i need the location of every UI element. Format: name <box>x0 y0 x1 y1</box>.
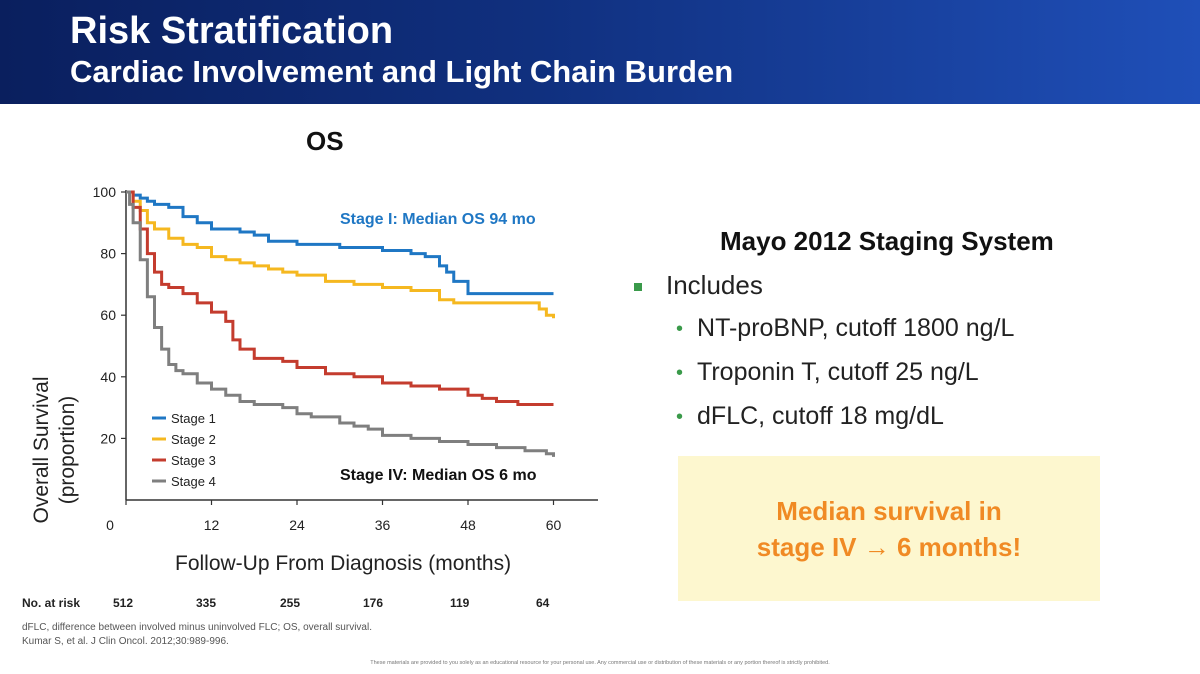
y-tick-label: 100 <box>93 184 117 200</box>
risk-value: 512 <box>113 596 134 610</box>
risk-value: 176 <box>363 596 384 610</box>
x-tick-label: 0 <box>106 517 114 533</box>
slide-header: Risk Stratification Cardiac Involvement … <box>0 0 1200 104</box>
sub-bullet: • Troponin T, cutoff 25 ng/L <box>676 358 979 387</box>
legend-label: Stage 4 <box>171 474 216 489</box>
dot-bullet-icon: • <box>676 405 684 428</box>
square-bullet-icon <box>634 283 642 292</box>
risk-table-label: No. at risk <box>22 596 81 610</box>
series-line-stage-1 <box>126 190 554 296</box>
risk-value: 335 <box>196 596 217 610</box>
callout-line: Median survival in <box>776 495 1002 526</box>
risk-table: No. at risk 512 335 255 176 119 64 <box>0 596 600 616</box>
chart-title: OS <box>306 126 344 156</box>
dot-bullet-icon: • <box>676 317 684 340</box>
disclaimer: These materials are provided to you sole… <box>370 660 830 666</box>
chart-axes: 0 12 24 36 48 60 20 40 60 80 100 <box>93 184 598 533</box>
sub-bullet: • dFLC, cutoff 18 mg/dL <box>676 402 944 431</box>
legend-label: Stage 2 <box>171 432 216 447</box>
annotation-stage4: Stage IV: Median OS 6 mo <box>340 467 537 484</box>
y-axis-sublabel: (proportion) <box>56 396 79 505</box>
slide-title: Risk Stratification <box>70 10 394 52</box>
y-tick-label: 80 <box>100 246 116 262</box>
y-tick-label: 40 <box>100 369 116 385</box>
series-line-stage-3 <box>126 190 554 407</box>
dot-bullet-icon: • <box>676 361 684 384</box>
sub-bullet-text: dFLC, cutoff 18 mg/dL <box>697 402 944 430</box>
callout-box: Median survival in stage IV → 6 months! <box>678 456 1100 601</box>
bullet-text: Includes <box>666 270 763 300</box>
x-tick-label: 36 <box>375 517 391 533</box>
risk-value: 255 <box>280 596 301 610</box>
series-line-stage-4 <box>126 190 555 457</box>
x-tick-label: 48 <box>460 517 476 533</box>
x-tick-label: 60 <box>546 517 562 533</box>
series-line-stage-2 <box>126 190 555 319</box>
x-tick-label: 24 <box>289 517 305 533</box>
callout-line: stage IV → 6 months! <box>756 531 1022 562</box>
chart-legend: Stage 1 Stage 2 Stage 3 Stage 4 <box>152 411 216 489</box>
legend-label: Stage 3 <box>171 453 216 468</box>
sub-bullet-text: Troponin T, cutoff 25 ng/L <box>697 358 979 386</box>
sub-bullet-text: NT-proBNP, cutoff 1800 ng/L <box>697 314 1015 342</box>
chart-series <box>126 190 555 457</box>
risk-value: 119 <box>450 596 470 610</box>
y-tick-label: 20 <box>100 430 116 446</box>
y-tick-label: 60 <box>100 307 116 323</box>
sub-bullet: • NT-proBNP, cutoff 1800 ng/L <box>676 314 1014 343</box>
panel-heading: Mayo 2012 Staging System <box>720 226 1054 256</box>
y-axis-label: Overall Survival <box>30 376 53 523</box>
x-tick-label: 12 <box>204 517 220 533</box>
x-axis-label: Follow-Up From Diagnosis (months) <box>175 552 511 575</box>
risk-value: 64 <box>536 596 550 610</box>
footnote-abbreviations: dFLC, difference between involved minus … <box>22 622 372 633</box>
slide-subtitle: Cardiac Involvement and Light Chain Burd… <box>70 54 734 89</box>
legend-label: Stage 1 <box>171 411 216 426</box>
footnote-reference: Kumar S, et al. J Clin Oncol. 2012;30:98… <box>22 636 229 647</box>
bullet-includes: Includes <box>634 270 763 301</box>
annotation-stage1: Stage I: Median OS 94 mo <box>340 211 536 228</box>
